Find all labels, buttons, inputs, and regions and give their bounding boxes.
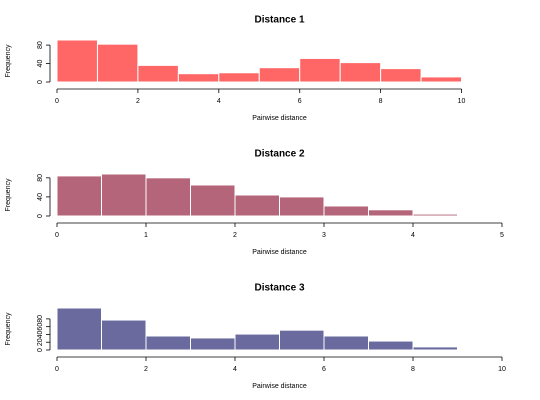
bar — [279, 196, 325, 217]
bar — [137, 64, 179, 83]
x-axis-label: Pairwise distance — [252, 249, 307, 256]
bar — [145, 335, 191, 351]
bar — [380, 68, 422, 83]
x-axis-label: Pairwise distance — [252, 115, 307, 122]
bar — [368, 209, 414, 217]
x-tick-label: 6 — [322, 366, 326, 373]
bar — [368, 340, 414, 351]
bar — [279, 329, 325, 351]
x-tick-label: 2 — [144, 366, 148, 373]
bar — [258, 67, 301, 83]
chart-title: Distance 2 — [254, 149, 304, 160]
x-tick-label: 4 — [217, 98, 221, 105]
bar — [299, 57, 341, 83]
y-axis-label: Frequency — [5, 44, 12, 78]
chart-title: Distance 3 — [254, 283, 304, 294]
y-tick-label: 40 — [37, 60, 44, 68]
bar — [101, 173, 147, 217]
x-tick-label: 10 — [498, 366, 506, 373]
bar — [56, 39, 98, 83]
y-tick-label: 0 — [37, 80, 44, 84]
y-axis-label: Frequency — [5, 312, 12, 346]
bar — [101, 319, 147, 351]
x-axis-label: Pairwise distance — [252, 383, 307, 390]
x-tick-label: 0 — [55, 366, 59, 373]
bar — [323, 205, 369, 217]
x-tick-label: 2 — [136, 98, 140, 105]
y-tick-label: 20 — [37, 338, 44, 346]
bar — [412, 213, 458, 217]
bar — [412, 346, 458, 351]
x-tick-label: 3 — [322, 232, 326, 239]
x-tick-label: 5 — [500, 232, 504, 239]
x-tick-label: 8 — [411, 366, 415, 373]
bar — [177, 73, 220, 83]
bar — [420, 76, 463, 83]
y-tick-label: 0 — [37, 214, 44, 218]
y-tick-label: 0 — [37, 348, 44, 352]
bar — [145, 177, 191, 217]
bar — [339, 62, 382, 83]
x-tick-label: 6 — [298, 98, 302, 105]
x-tick-label: 4 — [233, 366, 237, 373]
bar — [234, 194, 280, 217]
bar — [323, 335, 369, 351]
y-tick-label: 40 — [37, 193, 44, 201]
y-tick-label: 80 — [37, 174, 44, 182]
x-tick-label: 8 — [379, 98, 383, 105]
y-tick-label: 60 — [37, 323, 44, 331]
x-tick-label: 4 — [411, 232, 415, 239]
bar — [96, 43, 139, 83]
bar — [190, 184, 236, 217]
bar — [56, 307, 102, 351]
x-tick-label: 2 — [233, 232, 237, 239]
bar — [56, 175, 102, 217]
bar — [190, 337, 236, 351]
y-tick-label: 80 — [37, 315, 44, 323]
x-tick-label: 0 — [55, 98, 59, 105]
bar — [461, 80, 503, 83]
bar — [218, 72, 260, 83]
chart-title: Distance 1 — [254, 15, 304, 26]
y-tick-label: 40 — [37, 330, 44, 338]
y-axis-label: Frequency — [5, 178, 12, 212]
bar — [234, 333, 280, 351]
x-tick-label: 10 — [458, 98, 466, 105]
y-tick-label: 80 — [37, 41, 44, 49]
x-tick-label: 0 — [55, 232, 59, 239]
x-tick-label: 1 — [144, 232, 148, 239]
